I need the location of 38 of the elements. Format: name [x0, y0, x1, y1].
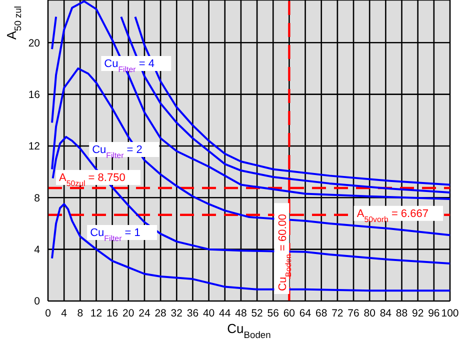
- x-tick-label: 92: [412, 307, 424, 320]
- x-tick-label: 20: [122, 307, 134, 320]
- x-tick-label: 76: [348, 307, 360, 320]
- x-tick-label: 96: [428, 307, 440, 320]
- y-tick-label: 20: [28, 37, 40, 50]
- x-tick-label: 56: [267, 307, 280, 320]
- x-tick-label: 84: [380, 307, 392, 320]
- y-tick-label: 8: [34, 192, 40, 204]
- ref-line-label: A$_{50vorh}$ = 6.667: [356, 208, 428, 224]
- series-label: Cu$_{Filter}$ = 1: [90, 227, 140, 242]
- x-tick-label: 64: [299, 307, 312, 320]
- x-tick-label: 80: [364, 307, 376, 320]
- x-tick-label: 8: [77, 307, 84, 320]
- series-label: Cu$_{Filter}$ = 2: [92, 144, 142, 160]
- x-tick-label: 60: [283, 307, 296, 320]
- series-label: Cu$_{Filter}$ = 4: [104, 58, 154, 74]
- x-axis-title: Cu$_{Boden}$: [227, 321, 271, 339]
- x-tick-label: 12: [90, 307, 102, 320]
- x-tick-label: 52: [251, 307, 264, 320]
- x-tick-label: 44: [219, 307, 231, 320]
- x-tick-label: 0: [45, 307, 52, 320]
- x-tick-label: 16: [106, 307, 118, 320]
- y-tick-label: 12: [28, 140, 40, 153]
- y-tick-label: 16: [28, 89, 40, 102]
- x-tick-label: 32: [170, 307, 183, 320]
- x-tick-label: 40: [202, 307, 215, 320]
- ref-line-label: A$_{50zul}$ = 8.750: [59, 172, 126, 188]
- x-tick-label: 88: [396, 307, 408, 320]
- x-tick-label: 68: [316, 307, 328, 320]
- x-tick-label: 100: [441, 307, 459, 320]
- x-tick-label: 24: [138, 307, 150, 320]
- x-tick-label: 48: [235, 307, 247, 320]
- x-tick-label: 28: [154, 307, 167, 320]
- x-tick-label: 36: [186, 307, 199, 320]
- x-tick-label: 72: [332, 307, 344, 320]
- x-tick-label: 4: [61, 307, 68, 320]
- y-tick-label: 0: [34, 296, 40, 308]
- y-tick-label: 4: [34, 244, 40, 256]
